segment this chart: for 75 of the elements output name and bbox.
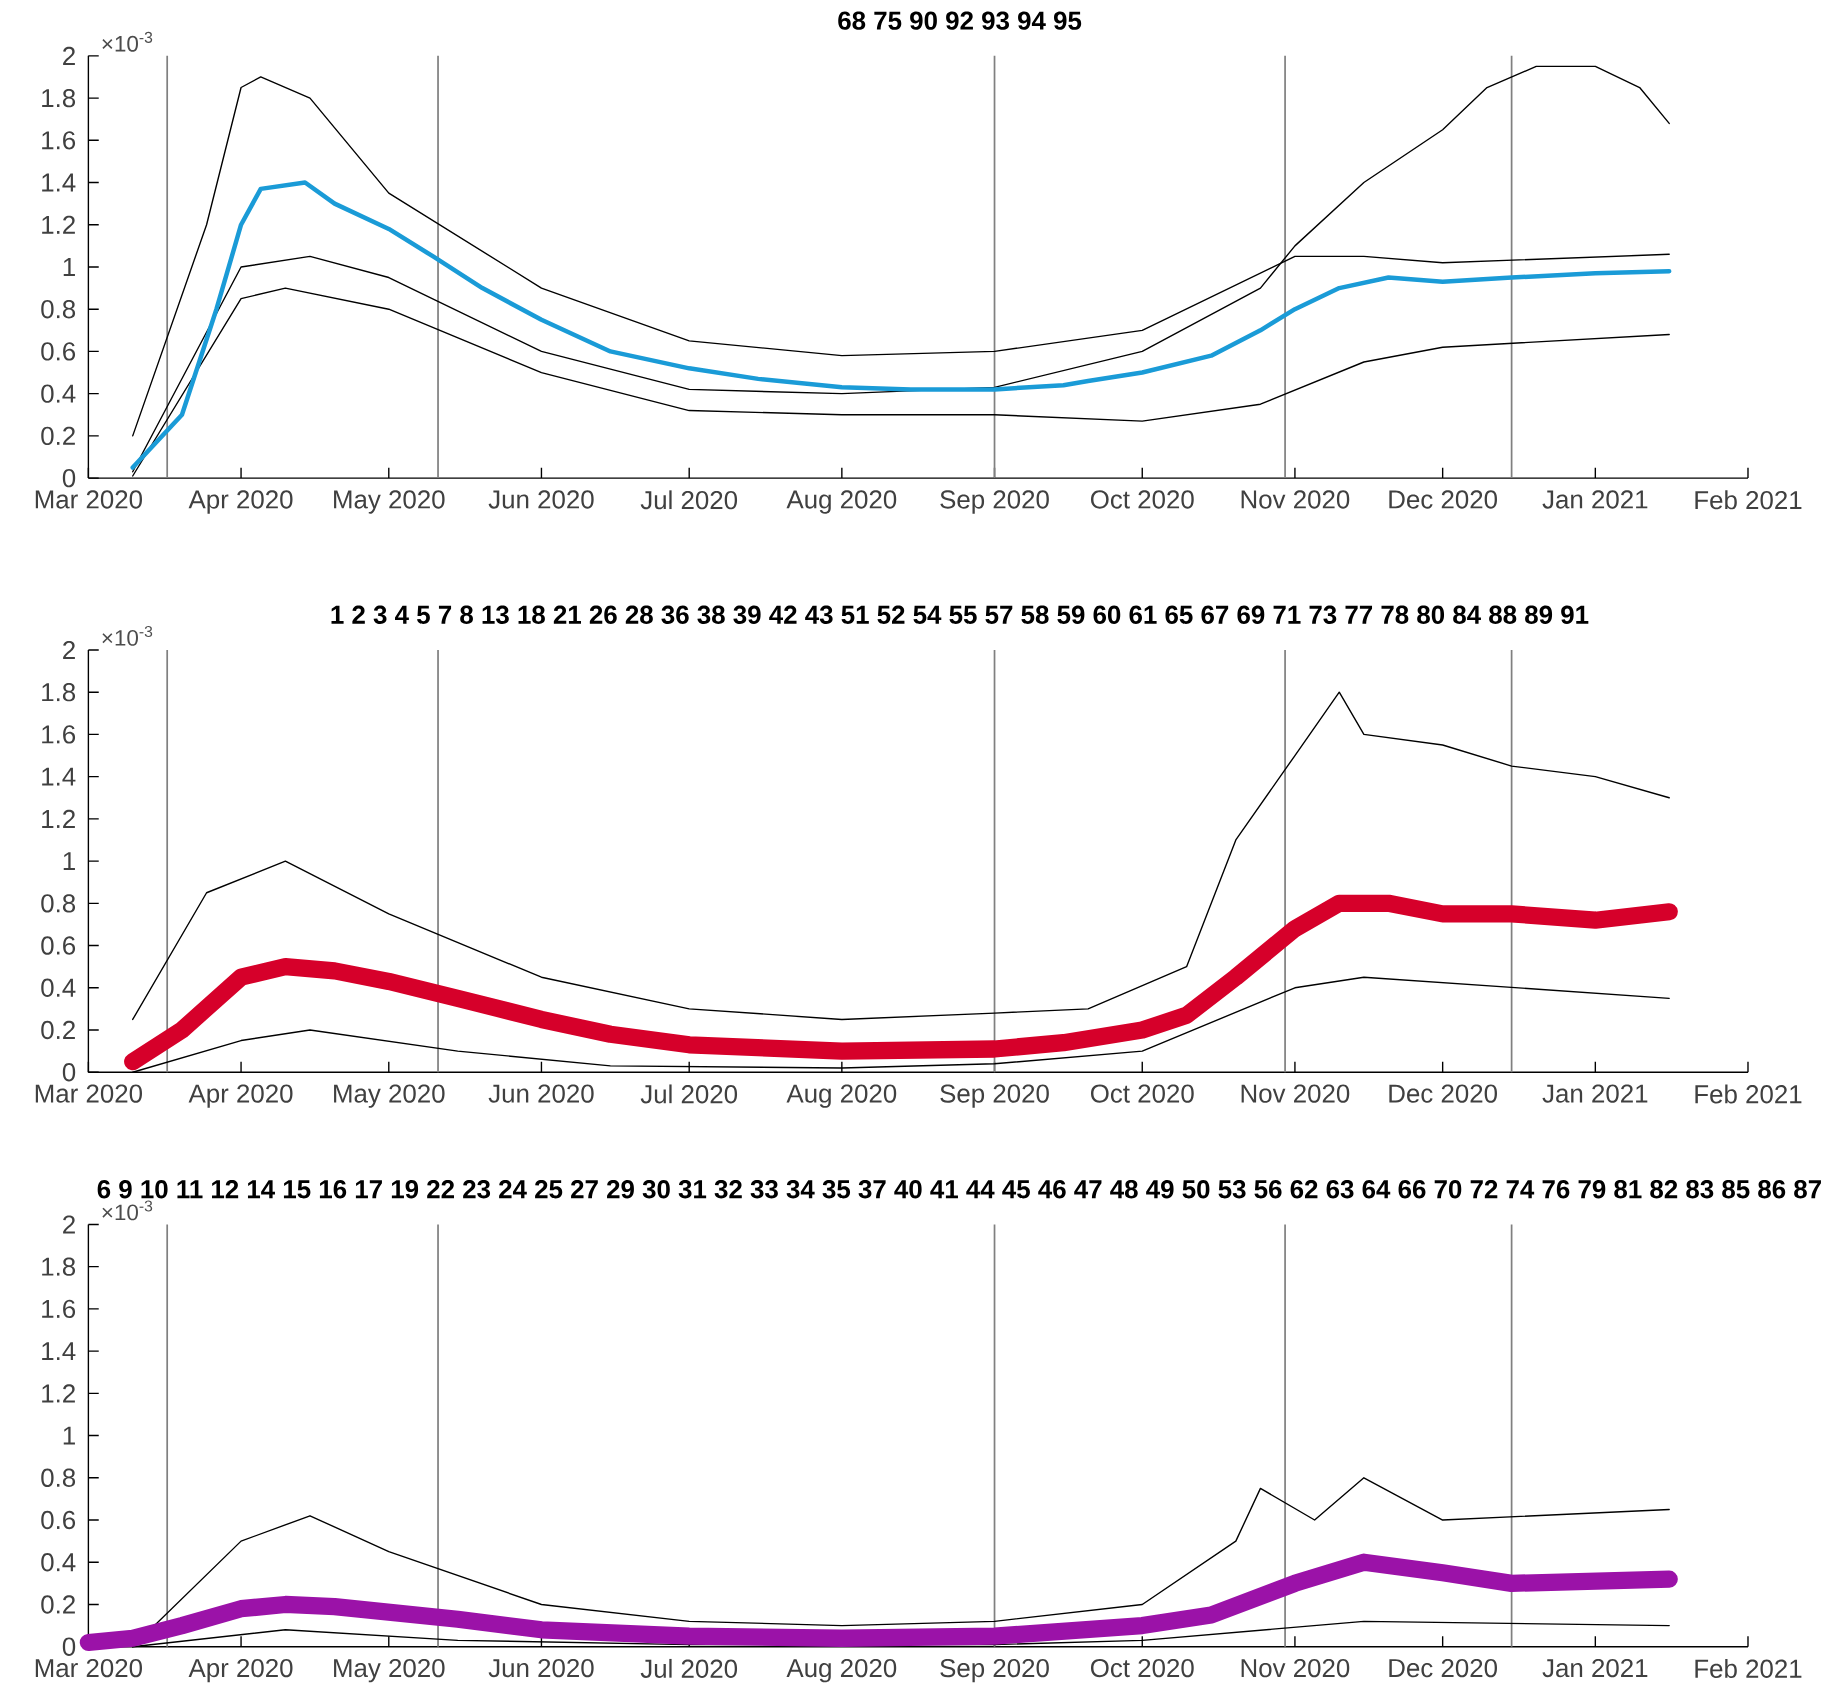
x-tick-label: Dec 2020	[1389, 490, 1497, 509]
x-tick-label: Mar 2020	[35, 1084, 142, 1103]
x-tick-label: Oct 2020	[1090, 490, 1194, 509]
text: ×10$^{-3}$	[102, 31, 153, 52]
text: ×10$^{-3}$	[102, 1200, 153, 1221]
x-tick-label: Apr 2020	[188, 1658, 293, 1683]
y-tick-label: 2	[63, 46, 75, 65]
chart-title: 68 75 90 92 93 94 95	[838, 11, 1082, 30]
x-tick-label: Jan 2021	[1542, 1084, 1648, 1103]
x-tick-label: Jun 2020	[488, 490, 594, 509]
y-tick-label: 0.4	[41, 384, 76, 403]
y-tick-label: 0.6	[41, 1510, 76, 1530]
x-tick-label: Sep 2020	[940, 1084, 1049, 1108]
y-tick-label: 1	[63, 1426, 75, 1445]
y-tick-label: 0	[62, 469, 76, 488]
x-tick-label: Apr 2020	[188, 1084, 293, 1108]
y-tick-label: 0.2	[41, 1020, 75, 1040]
y-tick-label: 1.8	[42, 683, 76, 702]
y-tick-label: 0	[62, 1063, 76, 1082]
y-tick-label: 0.8	[41, 1468, 76, 1488]
x-tick-label: Jan 2021	[1542, 1658, 1648, 1678]
x-tick-label: Feb 2021	[1695, 1084, 1802, 1104]
y-tick-label: 2	[63, 1215, 75, 1234]
y-tick-label: 1.2	[42, 1384, 75, 1403]
x-tick-label: Jan 2021	[1542, 490, 1648, 509]
y-tick-label: 1.8	[42, 1257, 76, 1276]
x-tick-label: Sep 2020	[940, 1658, 1049, 1683]
y-tick-label: 0.2	[41, 1595, 75, 1614]
x-tick-label: Aug 2020	[786, 1658, 897, 1683]
x-tick-label: Jul 2020	[640, 490, 738, 510]
y-tick-label: 0.4	[41, 1553, 76, 1572]
x-tick-label: Dec 2020	[1389, 1658, 1497, 1678]
y-tick-label: 0.4	[41, 978, 76, 998]
x-tick-label: Mar 2020	[35, 490, 142, 509]
y-tick-label: 1.4	[42, 173, 76, 192]
x-tick-label: Sep 2020	[940, 490, 1049, 514]
x-tick-label: Aug 2020	[786, 1084, 897, 1108]
y-tick-label: 1.2	[42, 809, 75, 828]
y-tick-label: 1.6	[42, 1299, 76, 1319]
x-tick-label: Aug 2020	[786, 490, 897, 514]
y-tick-label: 1.8	[42, 89, 76, 108]
x-tick-label: May 2020	[334, 1084, 445, 1108]
x-tick-label: May 2020	[334, 1658, 445, 1683]
x-tick-label: Nov 2020	[1241, 1658, 1350, 1678]
x-tick-label: Apr 2020	[188, 490, 293, 514]
chart-title: 1 2 3 4 5 7 8 13 18 21 26 28 36 38 39 42 43 51 52 54 55 57 58 59 60 61 65 67 69 71 73 77 78 80 84 88 89 91	[331, 605, 1589, 625]
x-tick-label: Oct 2020	[1090, 1084, 1194, 1103]
y-tick-label: 0.2	[41, 426, 75, 446]
x-tick-label: Jun 2020	[488, 1658, 594, 1678]
y-tick-label: 1.2	[42, 215, 75, 234]
x-tick-label: Jun 2020	[488, 1084, 594, 1103]
text: ×10$^{-3}$	[102, 626, 153, 646]
x-tick-label: Mar 2020	[35, 1658, 142, 1678]
x-tick-label: Nov 2020	[1241, 1084, 1350, 1103]
chart-title: 6 9 10 11 12 14 15 16 17 19 22 23 24 25 27 29 30 31 32 33 34 35 37 40 41 44 45 46 47 48 49 50 53 56 62 63 64 66 70 72 74 76 79 81 82 83 85 86 87	[97, 1180, 1821, 1199]
y-tick-label: 1	[63, 258, 75, 276]
x-tick-label: Jul 2020	[640, 1084, 738, 1104]
x-tick-label: Feb 2021	[1695, 490, 1802, 510]
y-tick-label: 1.4	[42, 767, 76, 786]
y-tick-label: 1.4	[42, 1342, 76, 1361]
y-tick-label: 2	[63, 641, 75, 660]
y-tick-label: 1.6	[42, 131, 76, 150]
x-tick-label: May 2020	[334, 490, 445, 514]
x-tick-label: Feb 2021	[1695, 1659, 1802, 1679]
y-tick-label: 1	[63, 852, 75, 871]
y-tick-label: 0	[62, 1637, 76, 1656]
y-tick-label: 0.6	[41, 936, 76, 955]
y-tick-label: 0.6	[41, 342, 76, 361]
x-tick-label: Nov 2020	[1241, 490, 1350, 509]
x-tick-label: Dec 2020	[1389, 1084, 1497, 1103]
x-tick-label: Oct 2020	[1090, 1658, 1194, 1678]
y-tick-label: 0.8	[41, 300, 76, 319]
y-tick-label: 1.6	[42, 725, 76, 744]
x-tick-label: Jul 2020	[640, 1659, 738, 1679]
y-tick-label: 0.8	[41, 894, 76, 913]
